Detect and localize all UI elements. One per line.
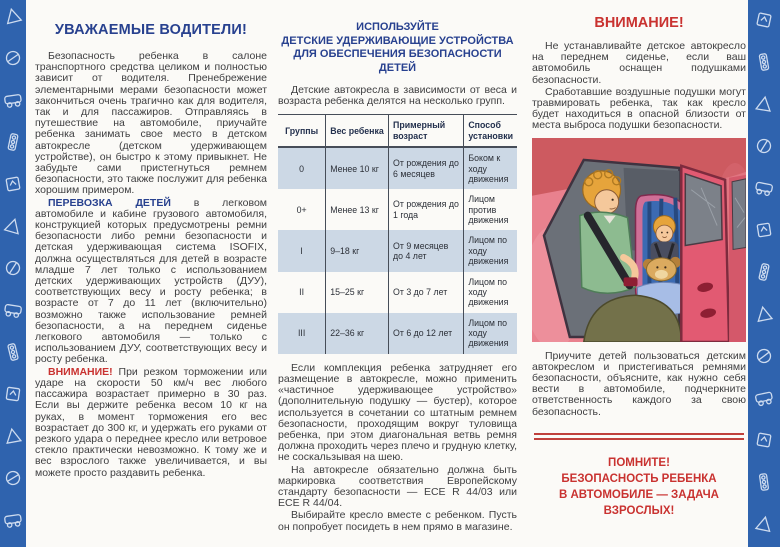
cell-age: От 9 месяцев до 4 лет [387, 230, 464, 272]
right-column: ВНИМАНИЕ! Не устанавливайте детское авто… [532, 12, 746, 547]
cell-age: От 3 до 7 лет [387, 271, 464, 313]
cell-mount: Лицом по ходу движения [463, 230, 517, 272]
left-column-title: УВАЖАЕМЫЕ ВОДИТЕЛИ! [54, 22, 248, 38]
cell-group: 0 [299, 163, 305, 174]
cell-weight: 15–25 кг [325, 271, 389, 313]
col-header-weight: Вес ребенка [325, 114, 389, 149]
footer-line-1: ПОМНИТЕ! [608, 456, 670, 469]
middle-intro: Детские автокресла в зависимости от веса… [278, 84, 517, 108]
middle-paragraph-3: Выбирайте кресло вместе с ребенком. Пуст… [278, 509, 517, 533]
double-rule-divider [534, 432, 744, 440]
right-paragraph-2: Сработавшие воздушные подушки могут трав… [532, 85, 746, 132]
cell-mount: Лицом против движения [463, 189, 517, 231]
lead-perevozka-detey: ПЕРЕВОЗКА ДЕТЕЙ [48, 196, 171, 209]
middle-paragraph-2: На автокресле обязательно должна быть ма… [278, 463, 517, 510]
cell-group: II [299, 286, 305, 297]
footer-line-3: В АВТОМОБИЛЕ — ЗАДАЧА ВЗРОСЛЫХ! [559, 488, 719, 517]
left-border-strip [0, 0, 26, 547]
cell-mount: Боком к ходу движения [463, 147, 517, 190]
table-row: I 9–18 кг От 9 месяцев до 4 лет Лицом по… [278, 230, 517, 272]
lead-vnimanie: ВНИМАНИЕ! [48, 365, 113, 378]
cell-weight: Менее 13 кг [325, 189, 389, 231]
cell-group: III [297, 328, 306, 339]
left-column: УВАЖАЕМЫЕ ВОДИТЕЛИ! Безопасность ребенка… [35, 12, 267, 547]
middle-title-line-2: ДЕТСКИЕ УДЕРЖИВАЮЩИЕ УСТРОЙСТВА [281, 34, 514, 47]
middle-title-line-3: ДЛЯ ОБЕСПЕЧЕНИЯ БЕЗОПАСНОСТИ ДЕТЕЙ [293, 48, 502, 74]
footer-line-2: БЕЗОПАСНОСТЬ РЕБЕНКА [561, 472, 717, 485]
car-seat-illustration [532, 137, 746, 342]
middle-column: ИСПОЛЬЗУЙТЕ ДЕТСКИЕ УДЕРЖИВАЮЩИЕ УСТРОЙС… [278, 12, 517, 547]
cell-mount: Лицом по ходу движения [463, 312, 517, 354]
cell-weight: Менее 10 кг [325, 147, 389, 190]
car-seat-groups-table: Группы Вес ребенка Примерный возраст Спо… [278, 114, 517, 354]
right-column-title: ВНИМАНИЕ! [594, 15, 684, 31]
col-header-mount: Способ установки [463, 114, 517, 149]
table-header: Группы Вес ребенка Примерный возраст Спо… [278, 114, 517, 149]
cell-weight: 9–18 кг [325, 230, 389, 272]
cell-mount: Лицом по ходу движения [463, 271, 517, 313]
right-paragraph-1: Не устанавливайте детское автокресло на … [532, 40, 746, 86]
cell-weight: 22–36 кг [325, 312, 389, 354]
cell-age: От рождения до 1 года [387, 189, 464, 231]
left-paragraph-2: ПЕРЕВОЗКА ДЕТЕЙ в легковом автомобиле и … [35, 196, 268, 366]
footer-slogan: ПОМНИТЕ! БЕЗОПАСНОСТЬ РЕБЕНКА В АВТОМОБИ… [532, 455, 746, 519]
left-paragraph-3-text: При резком торможении или ударе на скоро… [35, 365, 267, 479]
car-seat-illustration-drawing [532, 137, 746, 342]
middle-paragraph-1: Если комплекция ребенка затрудняет его р… [278, 361, 517, 464]
right-paragraph-3: Приучите детей пользоваться детским авто… [532, 349, 746, 418]
table-row: III 22–36 кг От 6 до 12 лет Лицом по ход… [278, 312, 517, 354]
brochure-content: УВАЖАЕМЫЕ ВОДИТЕЛИ! Безопасность ребенка… [26, 0, 748, 547]
left-paragraph-1: Безопасность ребенка в салоне транспортн… [35, 50, 267, 197]
middle-column-title: ИСПОЛЬЗУЙТЕ ДЕТСКИЕ УДЕРЖИВАЮЩИЕ УСТРОЙС… [278, 21, 517, 75]
col-header-age: Примерный возраст [387, 114, 464, 149]
table-row: II 15–25 кг От 3 до 7 лет Лицом по ходу … [278, 271, 517, 313]
table-row: 0 Менее 10 кг От рождения до 6 месяцев Б… [278, 147, 517, 190]
cell-group: 0+ [296, 204, 307, 215]
table-row: 0+ Менее 13 кг От рождения до 1 года Лиц… [278, 189, 517, 231]
cell-age: От рождения до 6 месяцев [387, 147, 464, 190]
cell-age: От 6 до 12 лет [387, 312, 464, 354]
col-header-group: Группы [278, 114, 326, 149]
left-paragraph-3: ВНИМАНИЕ! При резком торможении или удар… [35, 365, 267, 479]
middle-title-line-1: ИСПОЛЬЗУЙТЕ [356, 21, 439, 33]
cell-group: I [300, 245, 303, 256]
left-paragraph-2-text: в легковом автомобиле и кабине грузового… [35, 196, 268, 366]
